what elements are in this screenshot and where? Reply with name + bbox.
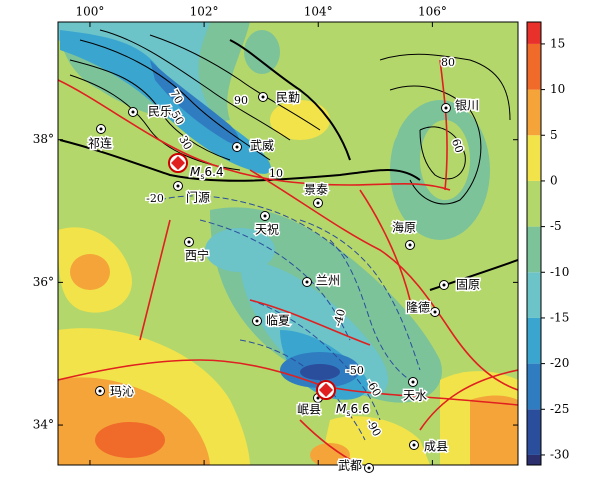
city-label: 西宁: [185, 248, 209, 263]
magnitude-symbol: M: [336, 402, 347, 416]
magnitude-value: 6.4: [205, 165, 224, 179]
colorbar-band: [527, 226, 541, 273]
colorbar-tick-label: 0: [550, 173, 558, 187]
contour-label: -20: [146, 192, 164, 205]
city-dot: [433, 310, 437, 314]
colorbar-tick-label: -25: [550, 402, 569, 416]
city-label: 隆德: [406, 300, 430, 315]
contour-label: 10: [269, 167, 283, 180]
city-label: 成县: [424, 440, 448, 454]
city-label: 银川: [455, 99, 479, 113]
colorbar-band: [527, 363, 541, 410]
city-label: 武威: [250, 139, 274, 153]
city-label: 民乐: [148, 105, 172, 119]
faults: [58, 59, 518, 465]
city-label: 天祝: [255, 223, 279, 237]
city-dot: [411, 380, 415, 384]
colorbar-band: [527, 409, 541, 455]
contour-label: 90: [234, 94, 248, 107]
colorbar: [527, 22, 541, 465]
lon-tick-label: 106°: [418, 5, 447, 19]
lat-tick-label: 36°: [33, 275, 54, 289]
epicenter-star: [171, 156, 185, 170]
magnitude-label: Ms6.6: [336, 402, 370, 418]
contour-label: -40: [331, 308, 348, 328]
city-dot: [367, 466, 371, 470]
city-dot: [444, 106, 448, 110]
epicenter-star: [319, 383, 333, 397]
colorbar-tick-label: 10: [550, 82, 565, 96]
city-dot: [263, 214, 267, 218]
contour-label: -50: [346, 364, 364, 377]
contour-label: 60: [449, 137, 466, 155]
filled-contours: [58, 22, 518, 465]
city-dot: [255, 319, 259, 323]
map-frame: [57, 21, 519, 466]
city-label: 民勤: [276, 91, 300, 105]
colorbar-band: [527, 22, 541, 44]
colorbar-tick-label: -15: [550, 310, 569, 324]
city-label: 岷县: [297, 402, 321, 417]
colorbar-band: [527, 43, 541, 90]
city-dot: [316, 201, 320, 205]
magnitude-subscript: s: [346, 409, 350, 418]
city-dot: [261, 95, 265, 99]
city-label: 祁连: [88, 136, 112, 151]
city-dot: [187, 240, 191, 244]
colorbar-band: [527, 272, 541, 318]
colorbar-tick-label: -30: [550, 447, 569, 461]
city-dot: [305, 280, 309, 284]
colorbar-tick-label: 5: [550, 128, 558, 142]
colorbar-tick-label: 15: [550, 36, 565, 50]
magnitude-label: Ms6.4: [190, 165, 224, 181]
colorbar-band: [527, 454, 541, 465]
city-dot: [99, 127, 103, 131]
colorbar-frame: [526, 21, 542, 466]
lon-tick-label: 102°: [190, 5, 219, 19]
city-dot: [316, 396, 320, 400]
city-dot: [442, 283, 446, 287]
colorbar-band: [527, 317, 541, 364]
lon-tick-label: 104°: [304, 5, 333, 19]
colorbar-band: [527, 180, 541, 227]
magnitude-value: 6.6: [351, 402, 370, 416]
city-label: 海原: [392, 220, 416, 235]
lat-tick-label: 34°: [33, 418, 54, 432]
magnitude-symbol: M: [190, 165, 201, 179]
negative-contours: [159, 195, 421, 441]
colorbar-tick-label: -5: [550, 219, 562, 233]
city-label: 门源: [186, 190, 210, 205]
city-dot: [235, 145, 239, 149]
city-label: 景泰: [304, 183, 328, 197]
city-dot: [412, 443, 416, 447]
city-dot: [131, 110, 135, 114]
city-label: 玛沁: [110, 385, 134, 399]
colorbar-band: [527, 89, 541, 136]
positive-contours: [59, 29, 518, 291]
city-dot: [98, 389, 102, 393]
colorbar-tick-label: -20: [550, 356, 569, 370]
city-label: 兰州: [316, 274, 340, 288]
colorbar-band: [527, 135, 541, 181]
city-label: 固原: [456, 278, 480, 292]
city-label: 临夏: [266, 314, 290, 328]
city-dot: [408, 243, 412, 247]
city-label: 天水: [403, 389, 427, 403]
contour-label: 80: [441, 56, 455, 69]
colorbar-tick-label: -10: [550, 265, 569, 279]
lat-tick-label: 38°: [33, 132, 54, 146]
magnitude-subscript: s: [200, 172, 204, 181]
lon-tick-label: 100°: [76, 5, 105, 19]
city-label: 武都: [338, 459, 362, 473]
city-dot: [176, 184, 180, 188]
